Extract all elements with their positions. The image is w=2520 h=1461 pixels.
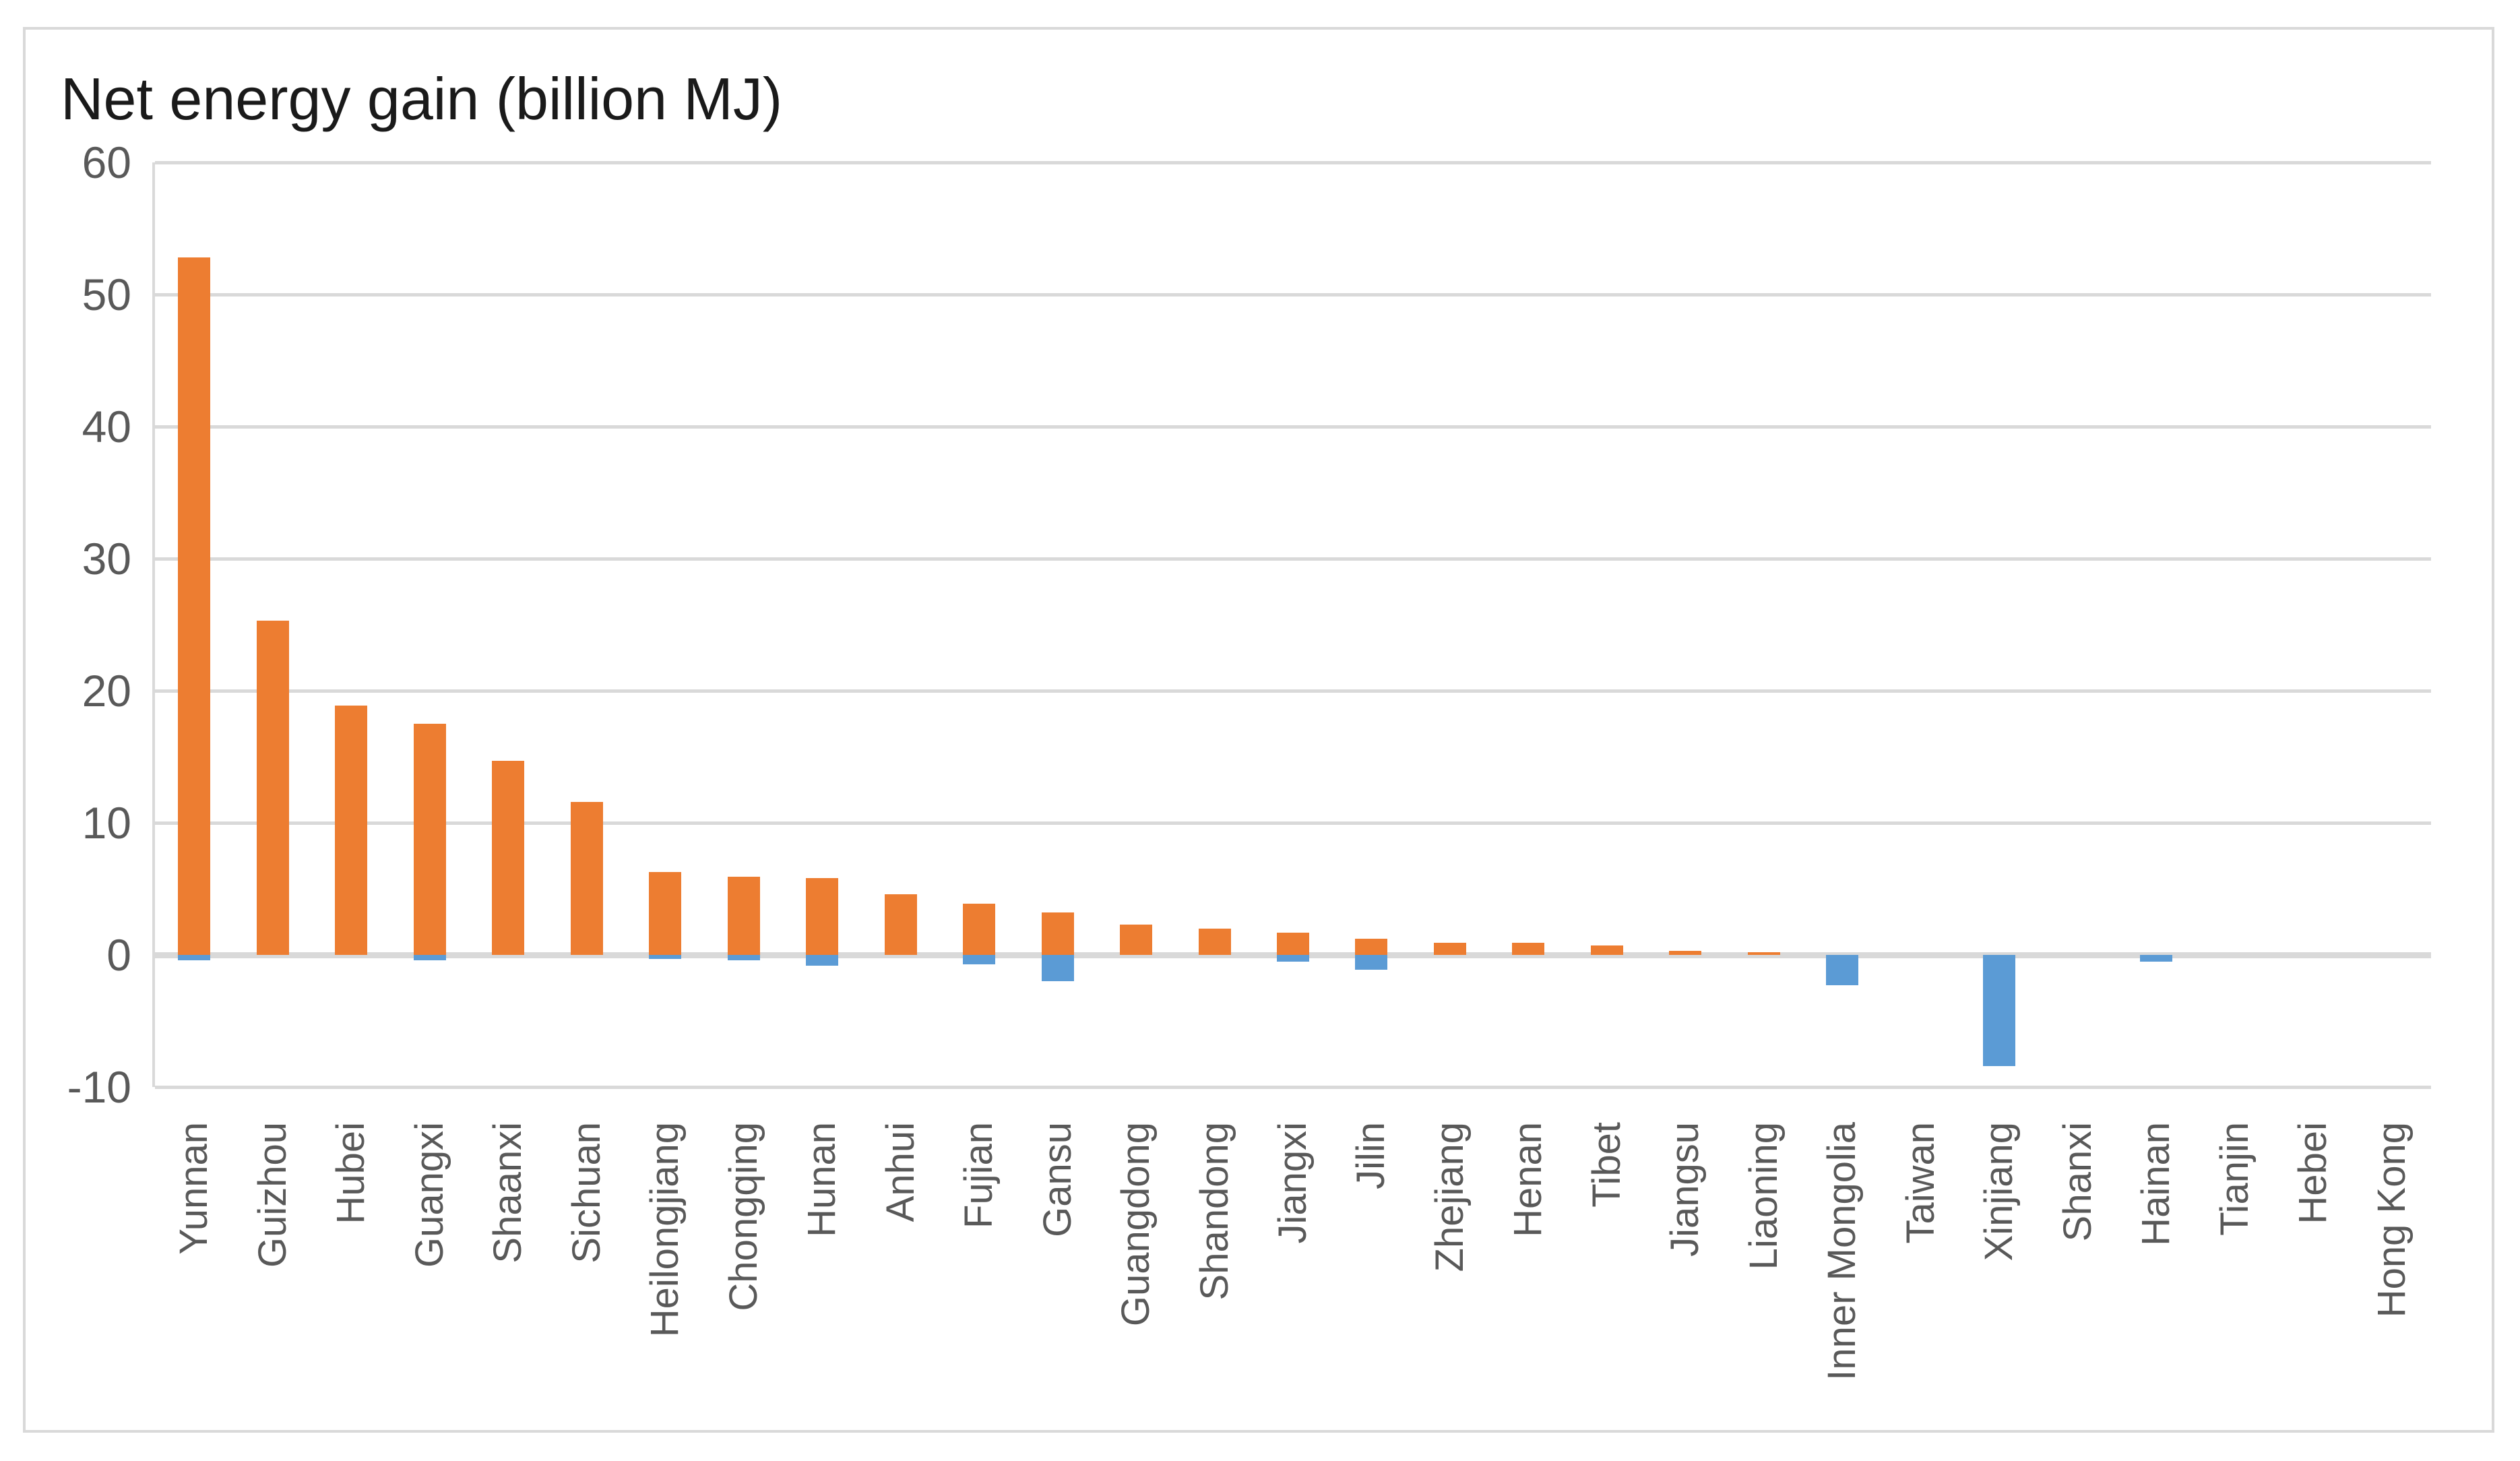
bar-negative-fujian xyxy=(963,955,996,964)
x-tick-label-tianjin: Tianjin xyxy=(2212,1122,2257,1236)
bar-positive-guangdong xyxy=(1120,924,1153,955)
y-tick-label-60: 60 xyxy=(82,137,131,187)
gridline-y10 xyxy=(155,821,2431,825)
x-tick-label-guangxi: Guangxi xyxy=(407,1122,451,1268)
x-tick-label-jilin: Jilin xyxy=(1349,1122,1393,1189)
bar-positive-guizhou xyxy=(256,621,289,955)
x-tick-label-zhejiang: Zhejiang xyxy=(1427,1122,1472,1272)
bar-positive-hubei xyxy=(335,705,368,955)
bar-positive-chongqing xyxy=(727,877,760,955)
bar-negative-jiangxi xyxy=(1277,955,1309,962)
bar-positive-liaoning xyxy=(1747,952,1780,955)
gridline-y20 xyxy=(155,689,2431,693)
x-tick-label-sichuan: Sichuan xyxy=(564,1122,608,1264)
bar-positive-shandong xyxy=(1198,928,1231,955)
plot-area xyxy=(152,160,2431,1089)
x-tick-label-heilongjiang: Heilongjiang xyxy=(643,1122,687,1338)
bar-positive-guangxi xyxy=(413,724,446,955)
x-tick-label-hong-kong: Hong Kong xyxy=(2369,1122,2414,1318)
bar-negative-heilongjiang xyxy=(649,955,682,959)
bar-positive-sichuan xyxy=(570,801,603,955)
bar-negative-xinjiang xyxy=(1983,955,2016,1066)
bar-negative-gansu xyxy=(1041,955,1074,982)
x-tick-label-liaoning: Liaoning xyxy=(1741,1122,1786,1270)
bar-positive-jiangxi xyxy=(1277,932,1309,955)
y-tick-label-10: 10 xyxy=(82,798,131,848)
x-tick-label-taiwan: Taiwan xyxy=(1898,1122,1943,1244)
bar-negative-chongqing xyxy=(727,955,760,960)
chart-title: Net energy gain (billion MJ) xyxy=(61,65,783,132)
y-tick-label-20: 20 xyxy=(82,666,131,716)
y-tick-label-40: 40 xyxy=(82,402,131,452)
bar-positive-henan xyxy=(1512,943,1545,955)
y-axis-line xyxy=(152,162,155,1087)
bar-negative-inner-mongolia xyxy=(1826,955,1859,986)
x-tick-label-gansu: Gansu xyxy=(1035,1122,1079,1237)
bar-positive-yunnan xyxy=(178,257,211,955)
x-tick-label-xinjiang: Xinjiang xyxy=(1977,1122,2021,1262)
bar-positive-fujian xyxy=(963,903,996,955)
x-tick-label-shandong: Shandong xyxy=(1192,1122,1236,1301)
x-tick-label-henan: Henan xyxy=(1506,1122,1550,1237)
y-tick-label--10: -10 xyxy=(67,1062,131,1112)
x-tick-label-shaanxi: Shaanxi xyxy=(486,1122,530,1264)
x-tick-label-shanxi: Shanxi xyxy=(2055,1122,2100,1242)
x-tick-label-hunan: Hunan xyxy=(800,1122,844,1237)
x-tick-label-jiangsu: Jiangsu xyxy=(1663,1122,1707,1257)
bar-positive-hunan xyxy=(806,878,839,955)
x-tick-label-hebei: Hebei xyxy=(2291,1122,2335,1224)
bar-negative-jilin xyxy=(1355,955,1388,970)
x-tick-label-chongqing: Chongqing xyxy=(721,1122,765,1311)
bar-positive-gansu xyxy=(1041,912,1074,955)
x-tick-label-hubei: Hubei xyxy=(329,1122,373,1224)
bar-positive-heilongjiang xyxy=(649,871,682,955)
x-tick-label-inner-mongolia: Inner Mongolia xyxy=(1820,1122,1864,1381)
y-tick-label-50: 50 xyxy=(82,270,131,319)
x-tick-label-tibet: Tibet xyxy=(1584,1122,1629,1208)
bar-positive-jiangsu xyxy=(1669,951,1702,955)
x-tick-label-fujian: Fujian xyxy=(957,1122,1001,1229)
y-tick-label-0: 0 xyxy=(106,930,131,980)
x-tick-label-jiangxi: Jiangxi xyxy=(1271,1122,1315,1244)
gridline-y30 xyxy=(155,557,2431,561)
bar-positive-zhejiang xyxy=(1433,943,1466,955)
bar-negative-hunan xyxy=(806,955,839,966)
bar-positive-anhui xyxy=(884,894,917,955)
gridline-y40 xyxy=(155,425,2431,429)
gridline-y60 xyxy=(155,160,2431,164)
bar-positive-tibet xyxy=(1590,945,1623,955)
x-tick-label-hainan: Hainan xyxy=(2134,1122,2178,1246)
x-tick-label-guangdong: Guangdong xyxy=(1114,1122,1158,1327)
gridline-y50 xyxy=(155,292,2431,297)
bar-positive-jilin xyxy=(1355,939,1388,955)
bar-negative-hainan xyxy=(2140,955,2173,962)
bar-positive-shaanxi xyxy=(492,760,525,955)
bar-negative-guangxi xyxy=(413,955,446,960)
x-tick-label-anhui: Anhui xyxy=(878,1122,922,1222)
y-tick-label-30: 30 xyxy=(82,534,131,584)
x-tick-label-guizhou: Guizhou xyxy=(250,1122,294,1268)
bar-negative-yunnan xyxy=(178,955,211,960)
gridline-y-10 xyxy=(155,1085,2431,1089)
x-tick-label-yunnan: Yunnan xyxy=(172,1122,216,1255)
